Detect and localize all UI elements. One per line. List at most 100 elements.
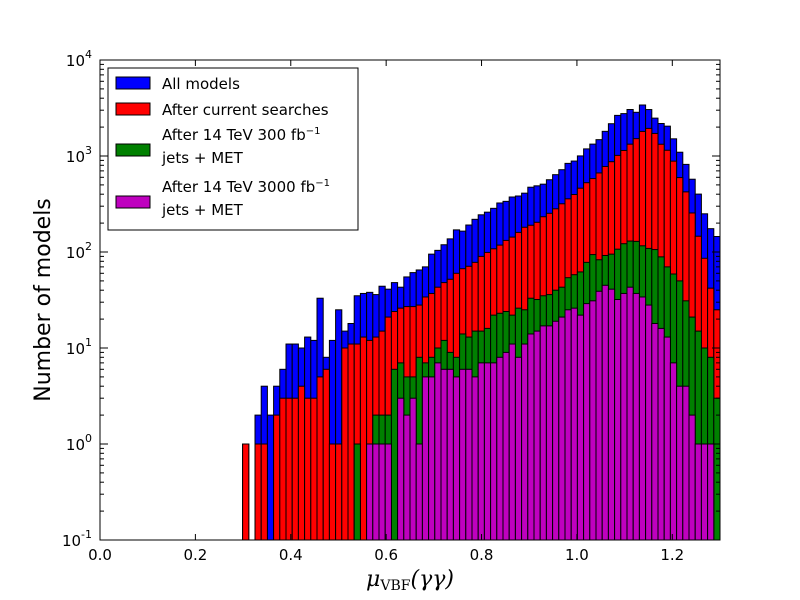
histogram-bar [645, 304, 653, 541]
plot-frame [99, 59, 721, 541]
histogram-bar [707, 443, 715, 541]
histogram-bar [390, 368, 399, 541]
histogram-bar [601, 284, 609, 541]
histogram-bar [514, 356, 523, 541]
histogram-bar [397, 397, 405, 541]
histogram-bar [508, 343, 516, 541]
histogram-bar [384, 443, 392, 541]
histogram-bar [316, 376, 324, 541]
histogram-bar [328, 443, 337, 541]
legend-swatch [115, 76, 151, 90]
y-tick-label: 101 [66, 336, 92, 358]
x-tick-label: 0.2 [183, 546, 207, 564]
histogram-bar [539, 325, 547, 541]
x-tick-label: 0.0 [88, 546, 112, 564]
histogram-bar [669, 362, 678, 541]
histogram-bar [409, 397, 417, 541]
y-axis: 10-1 100 101 102 103 104 [62, 48, 720, 550]
y-tick-label: 100 [66, 432, 92, 454]
legend-swatch [115, 143, 151, 157]
histogram-bar [471, 376, 479, 541]
histogram-bar [527, 333, 535, 541]
histogram-bar [254, 443, 262, 541]
histogram-bar [651, 322, 659, 541]
histogram-bar [477, 362, 485, 541]
histogram-bar [366, 443, 374, 541]
y-tick-label: 103 [66, 144, 92, 166]
y-tick-label: 10-1 [62, 528, 92, 550]
histogram-bar [614, 299, 622, 541]
histogram-bar [552, 320, 560, 541]
histogram-bar [452, 376, 461, 541]
histogram-bar [626, 286, 634, 541]
histogram-bar [657, 327, 665, 541]
histogram-bar [521, 343, 529, 541]
histogram-bar [260, 443, 268, 541]
legend-item-300fb: After 14 TeV 300 fb−1 jets + MET [115, 126, 320, 167]
histogram-bar [682, 385, 690, 541]
histogram-bar [353, 443, 361, 541]
histogram-bar [595, 290, 603, 541]
histogram-bar [620, 292, 628, 541]
histogram-bar [266, 414, 275, 541]
histogram-bar [279, 397, 287, 541]
histogram-bar [242, 443, 250, 541]
histogram-bar [428, 376, 436, 541]
histogram-bar [576, 314, 585, 541]
histogram-bar [713, 397, 721, 541]
histogram-bar [533, 330, 541, 541]
histogram-bar [632, 292, 640, 541]
histogram-bar [583, 303, 591, 541]
histogram-bar [558, 316, 566, 541]
histogram-bar [291, 397, 299, 541]
histogram-bar [496, 356, 504, 541]
histogram-bar [502, 351, 510, 541]
histogram-bar [335, 443, 343, 541]
histogram-bar [359, 336, 368, 541]
histogram-bar [607, 288, 616, 541]
legend-swatch [115, 195, 151, 209]
histogram-bar [663, 336, 671, 541]
histogram-bar [676, 385, 684, 541]
histogram-bar [483, 362, 492, 541]
histogram-bar [545, 325, 554, 541]
x-tick-label: 0.4 [279, 546, 303, 564]
histogram-bar [372, 443, 380, 541]
histogram-bar [700, 443, 709, 541]
histogram-bar [440, 368, 448, 541]
histogram-bar [310, 397, 318, 541]
histogram-bar [570, 307, 578, 541]
histogram-bar [446, 368, 454, 541]
legend-label-line2: jets + MET [161, 149, 244, 167]
histogram-bar [347, 343, 355, 541]
x-tick-label: 0.8 [470, 546, 494, 564]
x-axis: 0.0 0.2 0.4 0.6 0.8 1.0 1.2 [88, 60, 684, 564]
histogram-bar [459, 368, 467, 541]
legend-label-line2: jets + MET [161, 201, 244, 219]
legend-label: After 14 TeV 300 fb−1 [162, 126, 320, 144]
legend-item-after-current-searches: After current searches [115, 101, 329, 119]
legend-swatch [115, 102, 151, 116]
legend: All models After current searches After … [107, 67, 359, 231]
histogram-bar [694, 443, 702, 541]
histogram-bar [297, 385, 306, 541]
series-3 [366, 284, 715, 541]
histogram-bar [415, 443, 423, 541]
y-axis-label: Number of models [31, 198, 56, 402]
histogram-bar [322, 368, 330, 541]
legend-item-all-models: All models [115, 75, 240, 93]
histogram-bar [638, 296, 647, 541]
histogram-bar [465, 368, 473, 541]
x-tick-label: 1.0 [565, 546, 589, 564]
legend-label: After current searches [162, 101, 329, 119]
histogram-bar [378, 443, 386, 541]
x-tick-label: 1.2 [660, 546, 684, 564]
histogram-bar [589, 300, 597, 541]
histogram-bar [341, 347, 349, 541]
legend-item-3000fb: After 14 TeV 3000 fb−1 jets + MET [115, 178, 330, 219]
histogram-bar [688, 414, 696, 541]
histogram-bar [403, 414, 411, 541]
histogram-bar [564, 309, 572, 541]
histogram-bar [304, 397, 312, 541]
